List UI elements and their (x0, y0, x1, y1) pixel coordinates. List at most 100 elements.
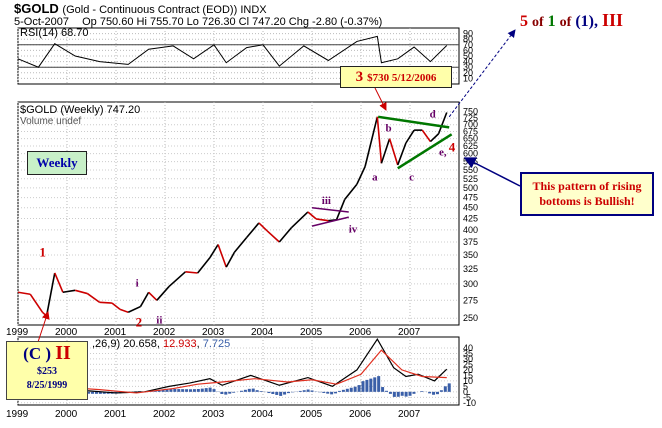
macd-tick-20: 20 (463, 365, 473, 375)
price-tick-400: 400 (463, 225, 478, 235)
macd-histogram-bar (173, 388, 177, 392)
price-segment (258, 222, 268, 232)
wave-1-label: 1 (39, 245, 46, 260)
header-symbol: $GOLD (14, 1, 59, 16)
macd-tick--10: -10 (463, 398, 476, 408)
wave-3-callout: 3 $730 5/12/2006 (340, 66, 452, 88)
rsi-tick-50: 50 (463, 51, 473, 61)
macd-histogram-bar (408, 391, 412, 396)
rsi-tick-90: 90 (463, 29, 473, 39)
price-segment (111, 302, 121, 311)
price-label: $GOLD (Weekly) 747.20 (20, 104, 141, 116)
bottom-price: $253 (37, 366, 57, 377)
wave-d-label: d (430, 108, 436, 120)
macd-histogram-bar (185, 389, 189, 392)
price-segment (74, 289, 88, 295)
macd-histogram-bar (447, 383, 451, 392)
wave-b-label: b (386, 123, 392, 135)
price-panel-frame (17, 101, 460, 326)
macd-histogram-bar (373, 377, 377, 392)
price-segment (246, 222, 260, 239)
price-segment (45, 272, 56, 317)
macd-x-tick-2001: 2001 (104, 409, 127, 420)
macd-histogram-bar (326, 391, 330, 394)
header-quote: Op 750.60 Hi 755.70 Lo 726.30 Cl 747.20 … (82, 16, 383, 28)
macd-tick-10: 10 (463, 376, 473, 386)
rsi-tick-60: 60 (463, 45, 473, 55)
bottom-date: 8/25/1999 (26, 380, 68, 391)
price-x-tick-2003: 2003 (202, 327, 225, 338)
rsi-tick-10: 10 (463, 73, 473, 83)
macd-histogram-bar (310, 390, 314, 392)
price-x-tick-2001: 2001 (104, 327, 127, 338)
price-tick-525: 525 (463, 174, 478, 184)
wave-c-arrow (37, 311, 50, 343)
macd-histogram-bar (412, 391, 416, 394)
price-segment (17, 291, 31, 296)
tr-of2: of (559, 15, 572, 30)
rsi-tick-20: 20 (463, 68, 473, 78)
wave-iv-label: iv (349, 224, 358, 236)
wave-e-label: e, (439, 147, 447, 159)
macd-histogram-bar (388, 391, 392, 394)
price-tick-600: 600 (463, 149, 478, 159)
macd-histogram-bar (420, 391, 424, 392)
price-segment (54, 272, 64, 293)
price-segment (307, 211, 317, 220)
macd-v2: 12.933 (162, 338, 197, 350)
macd-tick--5: -5 (463, 392, 471, 402)
macd-histogram-bar (94, 391, 98, 394)
macd-x-tick-2007: 2007 (398, 409, 421, 420)
macd-histogram-bar (322, 391, 326, 393)
macd-histogram-bar (334, 391, 338, 394)
price-segment (335, 199, 346, 221)
rsi-tick-80: 80 (463, 34, 473, 44)
macd-histogram-bar (267, 391, 271, 394)
macd-v1: 20.658 (123, 338, 157, 350)
price-segment (397, 142, 407, 166)
macd-histogram-bar (279, 391, 283, 396)
price-tick-350: 350 (463, 250, 478, 260)
projection-arrow (448, 29, 516, 118)
macd-x-tick-1999: 1999 (6, 409, 29, 420)
macd-histogram-bar (306, 389, 310, 392)
macd-histogram-bar (165, 389, 169, 392)
macd-histogram-bar (251, 388, 255, 392)
price-segment (225, 251, 236, 268)
macd-histogram-bar (396, 391, 400, 397)
macd-histogram-bar (212, 389, 216, 392)
price-tick-750: 750 (463, 107, 478, 117)
price-segment (233, 237, 248, 253)
wave-ii-label: ii (156, 314, 162, 326)
price-segment (421, 129, 432, 142)
macd-histogram-bar (239, 390, 243, 392)
macd-histogram-bar (255, 390, 259, 392)
macd-histogram-bar (196, 389, 200, 392)
macd-label: ,26,9) 20.658, 12.933, 7.725 (92, 338, 231, 350)
macd-histogram-bar (153, 390, 157, 392)
upper-trendline (377, 115, 450, 129)
rsi-tick-40: 40 (463, 57, 473, 67)
macd-histogram-bar (349, 387, 353, 392)
macd-histogram-bar (181, 389, 185, 392)
price-tick-425: 425 (463, 213, 478, 223)
price-segment (185, 271, 198, 274)
wave-4-label: 4 (449, 140, 456, 155)
price-tick-450: 450 (463, 203, 478, 213)
macd-prefix: ,26,9) (92, 338, 124, 350)
macd-histogram-bar (247, 388, 251, 392)
price-segment (148, 291, 158, 301)
macd-tick-40: 40 (463, 343, 473, 353)
price-segment (168, 271, 186, 288)
price-tick-650: 650 (463, 134, 478, 144)
price-tick-250: 250 (463, 313, 478, 323)
macd-histogram-bar (400, 391, 404, 396)
lower-trendline (397, 133, 453, 170)
price-segment (291, 211, 309, 229)
macd-histogram-bar (298, 390, 302, 392)
macd-histogram-bar (377, 376, 381, 392)
macd-histogram-bar (87, 391, 91, 394)
price-x-tick-1999: 1999 (6, 327, 29, 338)
